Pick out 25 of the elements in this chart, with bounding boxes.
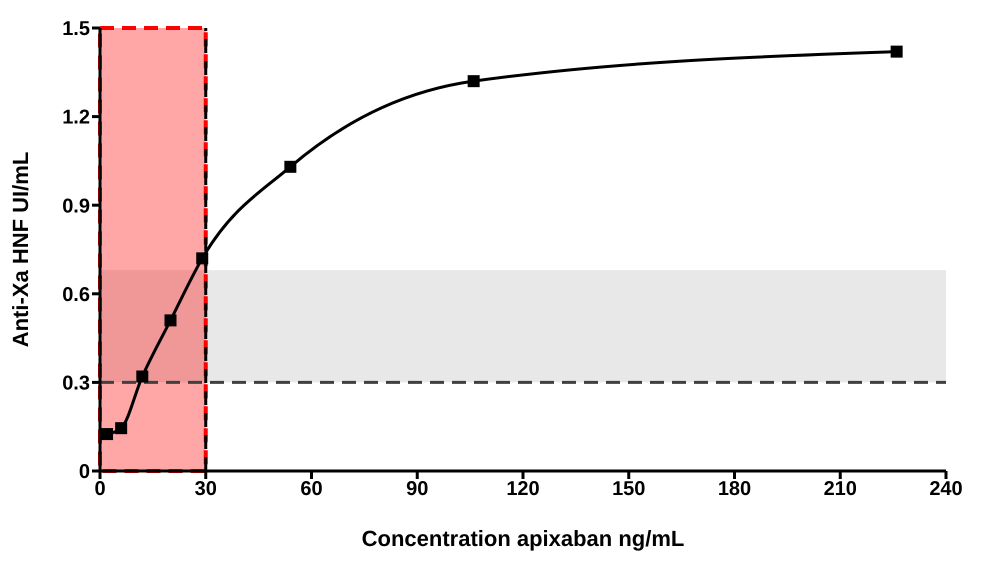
point — [468, 75, 480, 88]
y-tick-label: 0.9 — [62, 195, 90, 218]
x-tick-label: 90 — [406, 478, 428, 500]
point — [284, 160, 296, 173]
point — [115, 422, 128, 434]
y-tick-label: 0 — [78, 461, 90, 484]
point — [164, 314, 176, 326]
y-axis-title: Anti-Xa HNF UI/mL — [8, 152, 33, 348]
x-tick-label: 60 — [300, 478, 323, 500]
x-tick-label: 210 — [824, 478, 857, 500]
y-tick-label: 0.6 — [62, 284, 90, 306]
x-tick-label: 150 — [612, 478, 646, 500]
point — [136, 370, 148, 382]
point — [101, 428, 114, 440]
y-tick-label: 0.3 — [62, 372, 90, 394]
x-tick-label: 180 — [718, 478, 752, 500]
point — [890, 46, 903, 58]
x-tick-label: 120 — [506, 478, 540, 500]
x-tick-label: 240 — [929, 478, 963, 500]
y-tick-label: 1.2 — [62, 106, 90, 129]
y-tick-label: 1.5 — [62, 18, 90, 40]
x-tick-label: 0 — [94, 478, 106, 500]
x-tick-label: 30 — [194, 478, 217, 500]
point — [196, 252, 208, 264]
x-axis-title: Concentration apixaban ng/mL — [362, 526, 684, 551]
